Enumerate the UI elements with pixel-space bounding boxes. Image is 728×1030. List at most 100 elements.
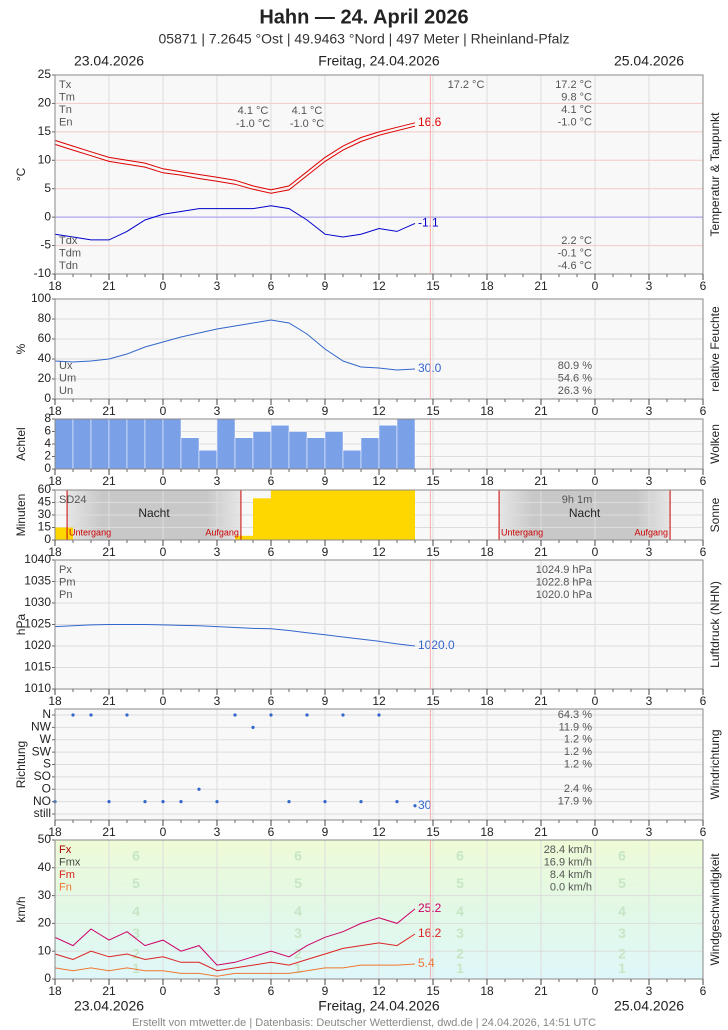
y-axis-label: % (14, 343, 28, 354)
bar (288, 431, 308, 470)
y-tick-label: 40 (38, 860, 52, 874)
x-tick-label: 21 (534, 474, 548, 488)
beaufort-label: 5 (294, 875, 302, 891)
y-tick-label: 30 (38, 888, 52, 902)
point (179, 800, 183, 804)
beaufort-label: 3 (456, 925, 464, 941)
point (89, 713, 93, 717)
stat-value: 17.2 °C (555, 79, 592, 91)
y-tick-label: 1035 (24, 574, 51, 588)
annotation: 4.1 °C (238, 105, 269, 117)
x-tick-label: 18 (480, 825, 494, 839)
value-label: 16.2 (418, 926, 442, 940)
x-tick-label: 21 (102, 279, 116, 293)
x-tick-label: 18 (480, 545, 494, 559)
bar (54, 418, 74, 470)
x-tick-label: 12 (372, 279, 386, 293)
y-tick-label: 15 (38, 124, 52, 138)
x-tick-label: 6 (268, 545, 275, 559)
y-tick-label: NW (31, 720, 52, 734)
panel-title: Windrichtung (708, 729, 722, 799)
bar (90, 418, 110, 470)
x-tick-label: 18 (48, 474, 62, 488)
night-label: Nacht (569, 506, 601, 520)
x-tick-label: 0 (160, 279, 167, 293)
annotation: 17.2 °C (448, 79, 485, 91)
sunset-label: Untergang (501, 527, 543, 537)
x-tick-label: 15 (426, 984, 440, 998)
x-tick-label: 0 (592, 474, 599, 488)
stat-label: Fn (59, 881, 72, 893)
x-tick-label: 21 (534, 984, 548, 998)
subtitle: 05871 | 7.2645 °Ost | 49.9463 °Nord | 49… (159, 31, 570, 47)
beaufort-label: 1 (456, 960, 464, 976)
x-tick-label: 15 (426, 545, 440, 559)
stat-label: Tdx (59, 235, 78, 247)
stat-label: Fmx (59, 856, 81, 868)
bar (72, 418, 92, 470)
x-tick-label: 21 (102, 404, 116, 418)
x-tick-label: 6 (268, 984, 275, 998)
bar (343, 490, 361, 540)
y-tick-label: 20 (38, 371, 52, 385)
x-tick-label: 18 (48, 984, 62, 998)
bar (180, 437, 200, 470)
y-tick-label: 50 (38, 832, 52, 846)
beaufort-label: 5 (618, 875, 626, 891)
stat-value: 54.6 % (558, 372, 592, 384)
y-tick-label: 10 (38, 943, 52, 957)
y-tick-label: still (34, 806, 51, 820)
x-tick-label: 21 (102, 984, 116, 998)
bar (252, 431, 272, 470)
date-label: 23.04.2026 (74, 53, 144, 69)
stat-label: Pn (59, 589, 72, 601)
x-tick-label: 6 (700, 694, 707, 708)
bar (126, 418, 146, 470)
value-label: 16.6 (418, 115, 442, 129)
frequency: 17.9 % (558, 796, 592, 808)
point (377, 713, 381, 717)
x-tick-label: 18 (480, 404, 494, 418)
x-tick-label: 3 (214, 984, 221, 998)
stat-value: 1022.8 hPa (536, 576, 593, 588)
x-tick-label: 3 (214, 545, 221, 559)
bar (342, 450, 362, 470)
y-tick-label: 1020 (24, 638, 51, 652)
stat-label: Fx (59, 844, 72, 856)
point (305, 713, 309, 717)
bar (55, 527, 73, 540)
bar (271, 490, 289, 540)
x-tick-label: 9 (322, 825, 329, 839)
y-tick-label: 0 (44, 971, 51, 985)
x-tick-label: 0 (160, 984, 167, 998)
bar (397, 490, 415, 540)
bar (378, 425, 398, 470)
x-tick-label: 6 (700, 825, 707, 839)
x-tick-label: 3 (214, 825, 221, 839)
stat-value: 8.4 km/h (550, 869, 592, 881)
x-tick-label: 18 (480, 984, 494, 998)
x-tick-label: 0 (160, 545, 167, 559)
stat-value: 0.0 km/h (550, 881, 592, 893)
x-tick-label: 6 (700, 545, 707, 559)
sunset-label: Untergang (69, 527, 111, 537)
stat-label: Um (59, 372, 76, 384)
date-label: 25.04.2026 (614, 53, 684, 69)
beaufort-label: 1 (132, 960, 140, 976)
bar (162, 418, 182, 470)
x-tick-label: 21 (534, 404, 548, 418)
y-axis-label: Richtung (14, 741, 28, 788)
bar (396, 418, 416, 470)
point (341, 713, 345, 717)
stat-label: Tm (59, 91, 75, 103)
annotation: -1.0 °C (290, 118, 324, 130)
beaufort-label: 2 (132, 946, 140, 962)
frequency: 11.9 % (559, 721, 593, 733)
panel-title: Temperatur & Taupunkt (708, 112, 722, 237)
bar (379, 490, 397, 540)
x-tick-label: 9 (322, 474, 329, 488)
bar (325, 490, 343, 540)
x-tick-label: 3 (214, 279, 221, 293)
sum-label: SD24 (59, 494, 87, 506)
stat-value: 2.2 °C (561, 235, 592, 247)
